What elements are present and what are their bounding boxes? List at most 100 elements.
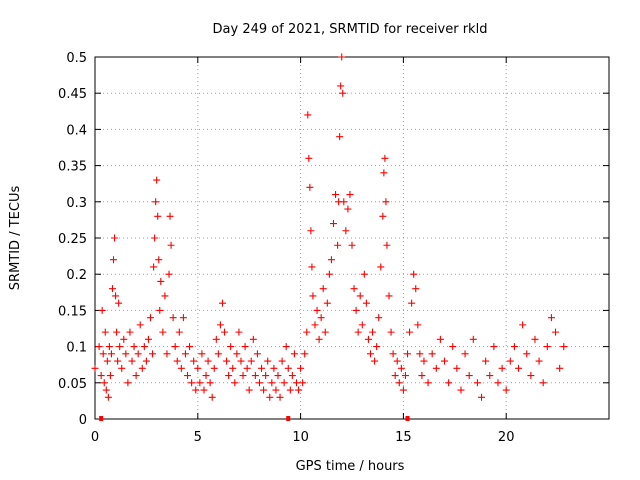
data-point bbox=[358, 321, 366, 329]
data-point bbox=[380, 169, 388, 177]
data-point bbox=[414, 321, 422, 329]
data-point bbox=[395, 379, 403, 387]
data-point bbox=[116, 343, 124, 351]
data-point bbox=[194, 364, 202, 372]
data-point bbox=[478, 393, 486, 401]
data-point bbox=[200, 386, 208, 394]
data-point bbox=[535, 357, 543, 365]
data-point bbox=[379, 212, 387, 220]
data-point bbox=[130, 343, 138, 351]
data-point bbox=[332, 191, 340, 199]
data-point bbox=[385, 292, 393, 300]
data-point bbox=[432, 364, 440, 372]
axis-marker bbox=[405, 416, 410, 421]
data-point bbox=[373, 343, 381, 351]
data-point bbox=[303, 328, 311, 336]
x-axis-label: GPS time / hours bbox=[296, 459, 405, 474]
data-point bbox=[218, 299, 226, 307]
data-point bbox=[486, 372, 494, 380]
y-tick-label: 0.1 bbox=[66, 341, 87, 356]
data-point bbox=[237, 357, 245, 365]
data-point bbox=[416, 350, 424, 358]
data-point bbox=[258, 364, 266, 372]
y-tick-label: 0.4 bbox=[66, 123, 87, 138]
y-tick-label: 0.25 bbox=[58, 232, 87, 247]
data-point bbox=[317, 314, 325, 322]
data-point bbox=[354, 328, 362, 336]
data-point bbox=[171, 343, 179, 351]
data-point bbox=[126, 328, 134, 336]
data-point bbox=[149, 350, 157, 358]
data-point bbox=[102, 386, 110, 394]
data-point bbox=[151, 234, 159, 242]
data-point bbox=[346, 191, 354, 199]
data-point bbox=[188, 379, 196, 387]
data-point bbox=[115, 299, 123, 307]
data-point bbox=[152, 198, 160, 206]
data-point bbox=[173, 357, 181, 365]
data-point bbox=[371, 357, 379, 365]
data-point bbox=[377, 263, 385, 271]
data-point bbox=[128, 357, 136, 365]
data-point bbox=[506, 357, 514, 365]
data-point bbox=[397, 364, 405, 372]
data-point bbox=[465, 372, 473, 380]
data-point bbox=[247, 357, 255, 365]
data-point bbox=[190, 357, 198, 365]
data-point bbox=[233, 350, 241, 358]
data-point bbox=[204, 357, 212, 365]
data-point bbox=[420, 357, 428, 365]
data-point bbox=[523, 350, 531, 358]
grid bbox=[95, 57, 609, 419]
data-point bbox=[560, 343, 568, 351]
data-point bbox=[336, 133, 344, 141]
data-point bbox=[436, 335, 444, 343]
y-axis-label: SRMTID / TECUs bbox=[8, 186, 23, 291]
data-point bbox=[262, 372, 270, 380]
data-point bbox=[383, 241, 391, 249]
data-point bbox=[515, 364, 523, 372]
data-point bbox=[329, 220, 337, 228]
data-point bbox=[381, 154, 389, 162]
x-tick-label: 5 bbox=[194, 430, 202, 445]
data-point bbox=[453, 364, 461, 372]
data-point bbox=[140, 343, 148, 351]
data-point bbox=[154, 212, 162, 220]
data-point bbox=[308, 263, 316, 271]
data-point bbox=[212, 335, 220, 343]
y-tick-label: 0 bbox=[79, 413, 87, 428]
data-point bbox=[410, 270, 418, 278]
data-point bbox=[305, 154, 313, 162]
data-point bbox=[494, 379, 502, 387]
data-point bbox=[280, 379, 288, 387]
y-tick-label: 0.45 bbox=[58, 87, 87, 102]
data-point bbox=[391, 372, 399, 380]
data-point bbox=[166, 212, 174, 220]
data-point bbox=[360, 270, 368, 278]
data-point bbox=[321, 328, 329, 336]
data-point bbox=[167, 241, 175, 249]
data-point bbox=[208, 393, 216, 401]
data-point bbox=[268, 379, 276, 387]
data-point bbox=[441, 357, 449, 365]
data-point bbox=[297, 364, 305, 372]
data-point bbox=[274, 372, 282, 380]
data-point bbox=[100, 379, 108, 387]
data-point bbox=[165, 270, 173, 278]
data-point bbox=[249, 335, 257, 343]
data-point bbox=[192, 386, 200, 394]
data-point bbox=[498, 364, 506, 372]
y-tick-label: 0.5 bbox=[66, 51, 87, 66]
data-point bbox=[284, 364, 292, 372]
data-point bbox=[241, 343, 249, 351]
y-tick-label: 0.2 bbox=[66, 268, 87, 283]
data-point bbox=[418, 372, 426, 380]
data-point bbox=[338, 53, 346, 61]
data-point bbox=[105, 343, 113, 351]
data-point bbox=[112, 292, 120, 300]
data-points bbox=[91, 53, 568, 401]
data-point bbox=[519, 321, 527, 329]
data-point bbox=[408, 299, 416, 307]
data-point bbox=[214, 350, 222, 358]
y-tick-label: 0.05 bbox=[58, 377, 87, 392]
